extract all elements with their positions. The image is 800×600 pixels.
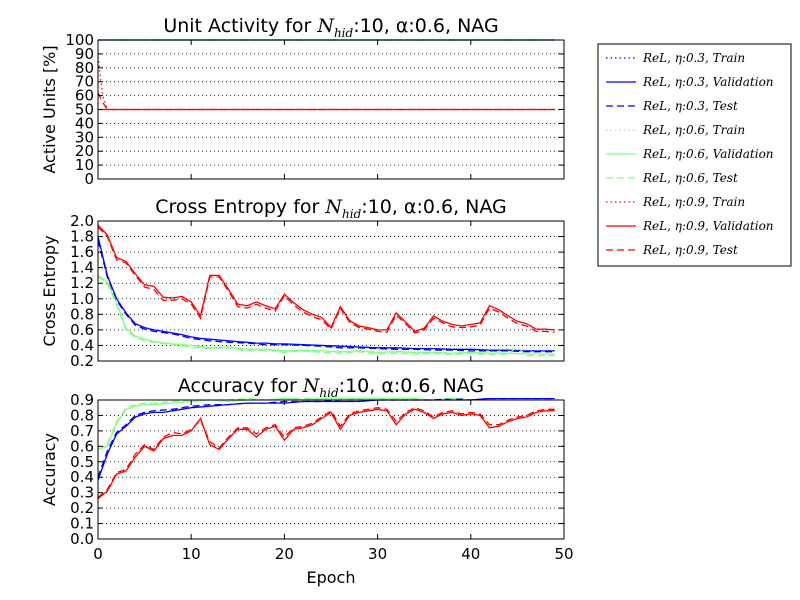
legend-item: ReL, η:0.6, Test [606,171,738,185]
series-line [98,276,555,357]
y-tick-label: 0.7 [70,422,94,440]
chart-title: Cross Entropy for Nhid:10, α:0.6, NAG [155,196,507,221]
chart-panel-2: 0.20.40.60.81.01.21.41.61.82.0 Cross Entr… [40,196,565,370]
series-line [98,92,555,111]
y-tick-label: 0.0 [70,530,94,548]
series-line [98,226,555,334]
legend-label: ReL, η:0.3, Test [642,99,738,113]
legend-label: ReL, η:0.6, Validation [642,147,774,161]
series-line [98,236,555,352]
y-tick-label: 0.9 [70,391,94,409]
plot-frame [97,220,565,362]
series-line [98,224,555,333]
plot-frame [97,399,565,540]
y-tick-label: 0.8 [70,305,94,323]
legend-label: ReL, η:0.3, Train [642,51,745,65]
y-tick-label: 0.8 [70,406,94,424]
y-axis-label: Accuracy [40,433,59,506]
y-tick-label: 1.4 [70,259,94,277]
x-tick-label: 50 [554,545,573,563]
legend-item: ReL, η:0.6, Validation [606,147,774,161]
y-tick-label: 0.4 [70,336,94,354]
y-tick-label: 0.3 [70,484,94,502]
series-line [98,274,555,355]
series-line [98,240,555,353]
chart-title-subscript: hid [342,207,362,221]
chart-panel-3: 0.00.10.20.30.40.50.60.70.80.9 0 10 20 30 40 5… [40,375,574,587]
legend-item: ReL, η:0.9, Train [606,195,745,209]
y-tick-label: 30 [75,128,94,146]
y-tick-label: 100 [65,31,94,49]
y-tick-label: 0.2 [70,499,94,517]
chart-title-subscript: hid [319,386,339,400]
chart-title-part: Unit Activity for [163,15,317,37]
series-line [98,56,555,111]
series-line [98,398,555,478]
legend-item: ReL, η:0.6, Train [606,123,745,137]
y-tick-label: 50 [75,101,94,119]
chart-title: Unit Activity for Nhid:10, α:0.6, NAG [163,15,498,40]
series-line [98,408,555,500]
legend-item: ReL, η:0.3, Validation [606,75,774,89]
x-tick-label: 0 [93,545,103,563]
y-tick-label: 0.1 [70,515,94,533]
y-tick-label: 1.6 [70,243,94,261]
chart-title-part: :10, α:0.6, NAG [339,375,484,397]
x-tick-label: 10 [182,545,201,563]
y-tick-label: 0.2 [70,352,94,370]
y-axis-label: Active Units [%] [40,45,59,173]
legend: ReL, η:0.3, Train ReL, η:0.3, Validation R… [597,43,792,267]
series-line [98,406,555,498]
legend-label: ReL, η:0.6, Train [642,123,745,137]
y-axis-label: Cross Entropy [40,235,59,346]
y-tick-label: 40 [75,114,94,132]
chart-title-part: Accuracy for [178,375,303,397]
y-tick-label: 60 [75,87,94,105]
chart-title: Accuracy for Nhid:10, α:0.6, NAG [178,375,484,400]
chart-title-var: N [316,15,335,37]
y-tick-label: 0.4 [70,468,94,486]
y-tick-label: 70 [75,73,94,91]
y-tick-label: 0.5 [70,453,94,471]
chart-title-part: :10, α:0.6, NAG [353,15,498,37]
legend-frame [597,43,792,267]
legend-label: ReL, η:0.6, Test [642,171,738,185]
x-tick-label: 30 [368,545,387,563]
x-tick-label: 40 [461,545,480,563]
series-line [98,398,555,481]
x-axis-label: Epoch [307,568,356,587]
y-tick-label: 1.0 [70,290,94,308]
chart-title-part: :10, α:0.6, NAG [361,196,506,218]
y-tick-label: 1.8 [70,228,94,246]
series-line [98,398,373,450]
y-tick-label: 1.2 [70,274,94,292]
chart-title-part: Cross Entropy for [155,196,325,218]
y-tick-label: 80 [75,59,94,77]
chart-title-var: N [302,375,321,397]
legend-item: ReL, η:0.3, Train [606,51,745,65]
y-tick-label: 20 [75,142,94,160]
legend-item: ReL, η:0.3, Test [606,99,738,113]
chart-title-var: N [324,196,343,218]
legend-label: ReL, η:0.9, Validation [642,219,774,233]
x-tick-label: 20 [275,545,294,563]
chart-title-subscript: hid [334,26,354,40]
y-tick-label: 0.6 [70,437,94,455]
legend-label: ReL, η:0.3, Validation [642,75,774,89]
legend-label: ReL, η:0.9, Train [642,195,745,209]
legend-item: ReL, η:0.9, Validation [606,219,774,233]
y-tick-label: 2.0 [70,212,94,230]
legend-item: ReL, η:0.9, Test [606,243,738,257]
y-tick-label: 10 [75,156,94,174]
y-tick-label: 0.6 [70,321,94,339]
y-tick-label: 90 [75,45,94,63]
y-tick-label: 0 [84,170,94,188]
legend-label: ReL, η:0.9, Test [642,243,738,257]
